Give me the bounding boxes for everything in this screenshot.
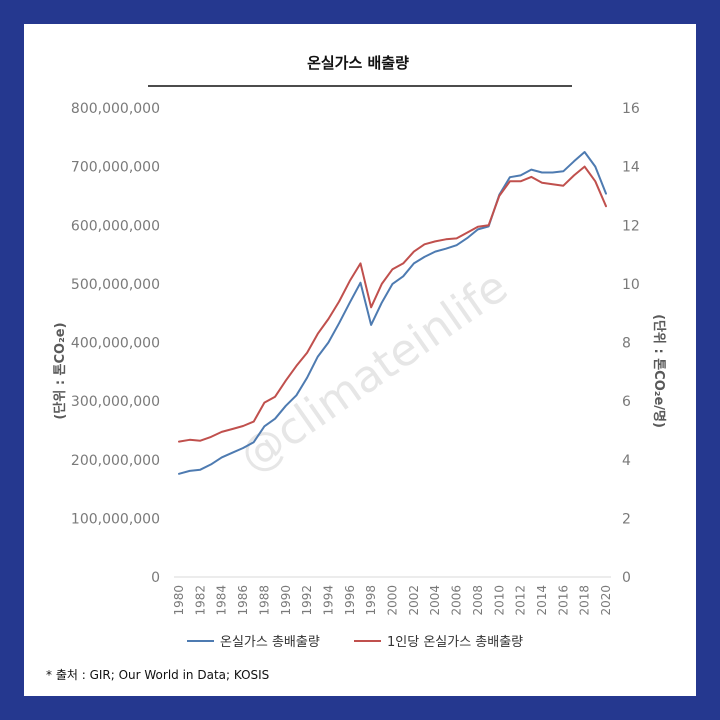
right-tick-label: 4 [622,453,631,469]
legend-label-total: 온실가스 총배출량 [220,635,320,650]
x-tick-label: 1998 [364,585,378,616]
source-note: * 출처 : GIR; Our World in Data; KOSIS [46,668,269,682]
left-tick-label: 800,000,000 [71,101,160,117]
left-tick-label: 100,000,000 [71,511,160,527]
legend: 온실가스 총배출량 1인당 온실가스 총배출량 [187,635,523,650]
x-tick-label: 2014 [535,585,549,616]
x-tick-label: 1992 [300,585,314,616]
legend-label-per-capita: 1인당 온실가스 총배출량 [387,635,523,650]
left-tick-label: 700,000,000 [71,160,160,176]
x-tick-label: 2002 [407,585,421,616]
x-tick-label: 1984 [215,585,229,616]
left-tick-label: 500,000,000 [71,277,160,293]
x-tick-label: 2020 [599,585,613,616]
right-tick-label: 0 [622,570,631,586]
left-axis-label: (단위 : 톤CO₂e) [52,322,68,419]
right-axis-label: (단위 : 톤CO₂e/명) [651,314,667,428]
right-tick-label: 10 [622,277,640,293]
chart-title: 온실가스 배출량 [307,54,409,72]
watermark: @climateinlife [230,261,516,483]
chart: 온실가스 배출량 (단위 : 톤CO₂e) (단위 : 톤CO₂e/명) @cl… [46,54,667,682]
right-tick-label: 16 [622,101,640,117]
left-tick-label: 600,000,000 [71,218,160,234]
right-tick-label: 6 [622,394,631,410]
x-tick-label: 1996 [343,585,357,616]
left-tick-label: 300,000,000 [71,394,160,410]
x-tick-label: 1982 [193,585,207,616]
series-line-total [178,151,607,475]
left-tick-label: 400,000,000 [71,336,160,352]
right-tick-label: 2 [622,511,631,527]
x-tick-label: 2008 [471,585,485,616]
x-tick-label: 1980 [172,585,186,616]
chart-card: 온실가스 배출량 (단위 : 톤CO₂e) (단위 : 톤CO₂e/명) @cl… [24,24,696,696]
x-tick-label: 1990 [279,585,293,616]
x-tick-label: 1988 [257,585,271,616]
left-tick-label: 200,000,000 [71,453,160,469]
x-tick-label: 2010 [492,585,506,616]
series-line-per-capita [178,165,607,443]
x-tick-label: 1994 [321,585,335,616]
x-tick-label: 2016 [556,585,570,616]
right-tick-label: 14 [622,160,640,176]
right-tick-label: 12 [622,218,640,234]
x-tick-label: 2012 [514,585,528,616]
x-tick-label: 2006 [450,585,464,616]
left-tick-label: 0 [151,570,160,586]
x-tick-label: 2018 [578,585,592,616]
x-tick-label: 1986 [236,585,250,616]
x-tick-label: 2004 [428,585,442,616]
x-tick-label: 2000 [386,585,400,616]
right-tick-label: 8 [622,336,631,352]
